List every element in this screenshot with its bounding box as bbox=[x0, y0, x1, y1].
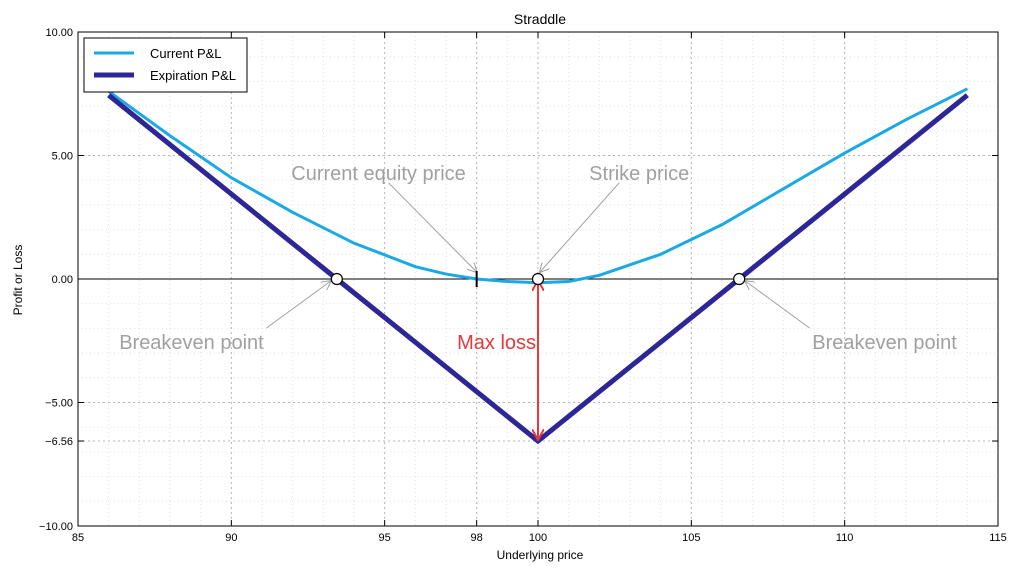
y-tick-label: −10.00 bbox=[39, 521, 73, 533]
x-tick-label: 100 bbox=[529, 532, 547, 544]
series-current-pl bbox=[107, 87, 969, 285]
strike-marker bbox=[531, 272, 545, 286]
annotation-arrow-3 bbox=[745, 281, 810, 329]
annotation-label-3: Breakeven point bbox=[812, 332, 957, 354]
x-tick-label: 105 bbox=[682, 532, 700, 544]
annotation-arrow-1 bbox=[540, 182, 620, 272]
x-tick-label: 98 bbox=[471, 532, 483, 544]
x-tick-label: 85 bbox=[72, 532, 84, 544]
ticks: 85 90 95 98 100 105 110 115 10.00 5.00 0.00 −5.00 −6… bbox=[39, 27, 1007, 544]
annotation-label-1: Strike price bbox=[589, 163, 689, 185]
annotation-label-0: Current equity price bbox=[291, 163, 466, 185]
y-axis-label: Profit or Loss bbox=[11, 245, 25, 316]
y-tick-label: 0.00 bbox=[52, 274, 73, 286]
annotation-labels: Current equity price Strike price Breakeve… bbox=[119, 163, 957, 354]
x-tick-label: 95 bbox=[379, 532, 391, 544]
max-loss-label: Max loss bbox=[457, 332, 536, 354]
markers bbox=[330, 271, 746, 287]
annotation-label-2: Breakeven point bbox=[119, 332, 264, 354]
y-tick-label: −5.00 bbox=[45, 398, 73, 410]
annotation-arrow-2 bbox=[266, 281, 330, 329]
legend: Current P&L Expiration P&L bbox=[83, 37, 248, 93]
breakeven-marker bbox=[733, 272, 746, 286]
legend-label-expiration: Expiration P&L bbox=[150, 68, 236, 83]
annotation-arrow-0 bbox=[388, 182, 477, 272]
annotation-arrows bbox=[266, 182, 810, 439]
legend-box bbox=[83, 37, 248, 93]
chart-title: Straddle bbox=[514, 11, 566, 27]
x-tick-label: 110 bbox=[836, 532, 854, 544]
y-tick-label: 5.00 bbox=[52, 151, 73, 163]
y-tick-label: −6.56 bbox=[45, 436, 73, 448]
y-tick-label: 10.00 bbox=[45, 27, 73, 39]
legend-label-current: Current P&L bbox=[150, 46, 222, 61]
breakeven-marker bbox=[330, 272, 343, 286]
x-tick-label: 90 bbox=[225, 532, 237, 544]
x-axis-label: Underlying price bbox=[497, 548, 584, 562]
x-tick-label: 115 bbox=[989, 532, 1007, 544]
